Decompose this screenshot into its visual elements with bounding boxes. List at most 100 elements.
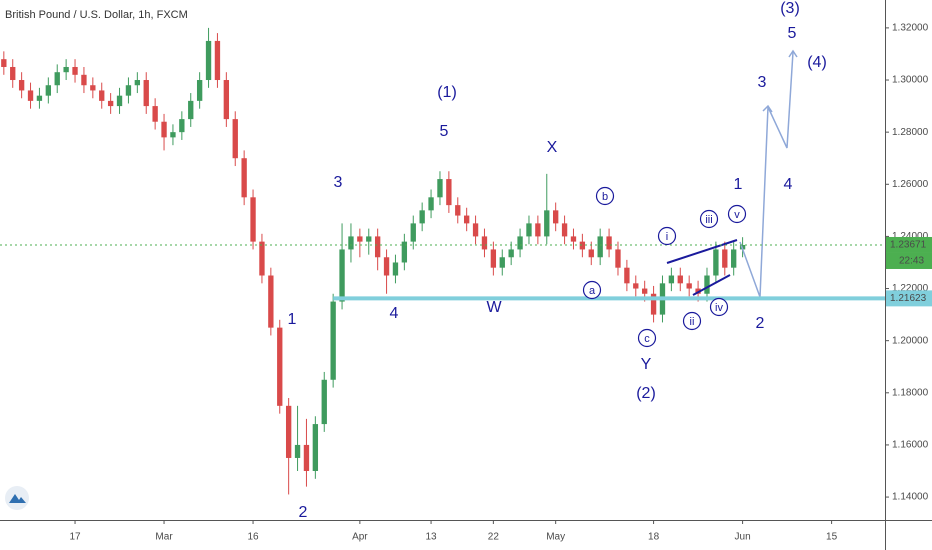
wave-label: a xyxy=(589,285,596,297)
candle-body xyxy=(241,158,247,198)
logo-mark xyxy=(9,494,26,503)
wave-label: (2) xyxy=(636,385,656,402)
candle-body xyxy=(544,210,550,237)
x-tick-label: 17 xyxy=(69,532,81,543)
candle-body xyxy=(152,106,158,122)
wave-label: 3 xyxy=(334,174,343,191)
x-tick-label: 22 xyxy=(488,532,500,543)
y-tick-label: 1.30000 xyxy=(892,75,929,86)
wedge-line xyxy=(666,239,738,264)
candle-body xyxy=(277,327,283,406)
wave-label: v xyxy=(734,209,740,221)
candle-body xyxy=(125,85,132,96)
label-circle xyxy=(582,280,602,300)
x-tick-label: Mar xyxy=(155,532,173,543)
candle-body xyxy=(63,66,69,73)
candle-body xyxy=(339,249,345,302)
candle-body xyxy=(312,424,319,471)
wave-label: 3 xyxy=(758,74,767,91)
candle-body xyxy=(463,215,470,224)
candle-body xyxy=(196,80,203,101)
candle-body xyxy=(490,249,497,268)
candle-body xyxy=(348,236,354,250)
projection-arrowhead xyxy=(762,49,798,113)
y-tick-label: 1.20000 xyxy=(892,335,929,346)
candle-body xyxy=(472,223,479,237)
candle-body xyxy=(27,90,34,101)
wave-label: 5 xyxy=(788,25,797,42)
wave-label: c xyxy=(644,333,650,345)
y-tick-label: 1.26000 xyxy=(892,179,929,190)
candle-body xyxy=(570,236,577,242)
y-tick-label: 1.14000 xyxy=(892,492,929,503)
candle-body xyxy=(179,119,185,133)
label-circle xyxy=(657,226,677,246)
candle-body xyxy=(294,444,301,458)
wave-label: 5 xyxy=(440,123,449,140)
candle-body xyxy=(99,90,105,101)
label-circle xyxy=(637,328,657,348)
wedge-line xyxy=(692,274,731,296)
candle-body xyxy=(731,249,737,268)
candle-body xyxy=(170,132,176,138)
candle-body xyxy=(579,241,586,250)
candle-body xyxy=(508,249,514,258)
candle-body xyxy=(330,301,336,380)
x-tick-label: 18 xyxy=(648,532,660,543)
wave-label: 1 xyxy=(288,311,297,328)
candle-body xyxy=(143,80,149,107)
candle-body xyxy=(410,223,416,242)
candle-body xyxy=(81,74,87,86)
y-tick-label: 1.16000 xyxy=(892,440,929,451)
wave-label: 2 xyxy=(299,504,308,521)
candle-body xyxy=(374,236,381,258)
candle-body xyxy=(606,236,612,250)
y-tick-label: 1.28000 xyxy=(892,127,929,138)
candle-body xyxy=(419,210,425,224)
candle-body xyxy=(624,267,630,284)
candle-body xyxy=(90,85,96,91)
x-tick-label: 16 xyxy=(247,532,259,543)
wave-label: 4 xyxy=(784,176,793,193)
x-tick-label: 13 xyxy=(426,532,438,543)
price-label: 1.21623 xyxy=(890,293,927,304)
wave-label: iii xyxy=(705,214,712,226)
wave-label: (3) xyxy=(780,0,800,17)
wave-label: i xyxy=(666,231,668,243)
y-tick-label: 1.22000 xyxy=(892,283,929,294)
candle-body xyxy=(205,40,212,81)
wave-label: (1) xyxy=(437,84,457,101)
candle-body xyxy=(401,241,408,263)
candle-body xyxy=(383,257,390,276)
x-tick-label: May xyxy=(546,532,565,543)
candle-body xyxy=(45,85,52,96)
label-circle xyxy=(595,186,615,206)
price-label-box xyxy=(886,290,932,307)
wave-label: 4 xyxy=(390,305,399,322)
label-circle xyxy=(699,209,719,229)
candle-body xyxy=(10,66,16,81)
candle-body xyxy=(134,80,141,86)
candle-body xyxy=(321,379,327,425)
candle-body xyxy=(303,444,310,471)
candle-body xyxy=(223,80,230,120)
x-tick-label: 15 xyxy=(826,532,838,543)
x-tick-label: Jun xyxy=(735,532,751,543)
candle-body xyxy=(597,236,603,258)
candle-body xyxy=(285,405,292,458)
candle-body xyxy=(713,249,719,276)
candle-body xyxy=(642,288,648,294)
candle-body xyxy=(499,257,505,268)
candle-body xyxy=(259,241,265,276)
candle-body xyxy=(677,275,683,284)
candle-body xyxy=(428,197,434,211)
candle-body xyxy=(72,66,78,75)
chart-title: British Pound / U.S. Dollar, 1h, FXCM xyxy=(5,9,188,21)
candle-body xyxy=(188,100,194,120)
candle-body xyxy=(553,210,559,224)
price-label: 1.23671 xyxy=(890,240,927,251)
wave-label: W xyxy=(486,299,502,316)
candle-body xyxy=(650,293,657,315)
